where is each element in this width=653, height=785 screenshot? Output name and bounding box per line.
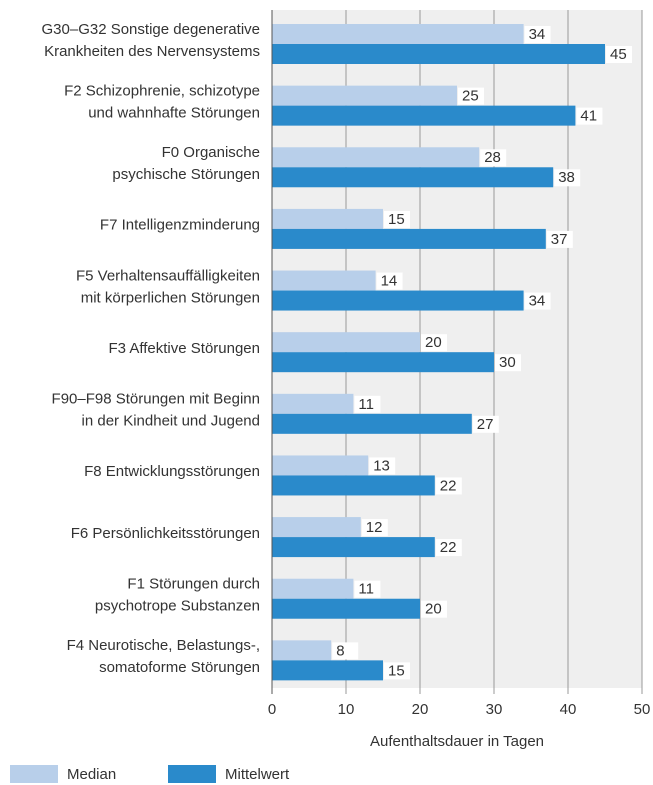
- data-label-background: [576, 107, 603, 125]
- data-label: 20: [425, 334, 442, 351]
- data-label: 14: [381, 273, 398, 290]
- data-label: 8: [336, 642, 344, 659]
- data-label: 34: [529, 26, 546, 43]
- x-tick-label: 30: [486, 701, 503, 718]
- bar: [272, 290, 524, 311]
- x-tick-label: 10: [338, 701, 355, 718]
- y-tick-label: F3 Affektive Störungen: [109, 340, 261, 357]
- data-label: 20: [425, 601, 442, 618]
- data-label-background: [384, 662, 410, 680]
- y-tick-label: in der Kindheit und Jugend: [82, 413, 260, 430]
- bar: [272, 598, 420, 619]
- bar: [272, 85, 457, 106]
- data-label: 27: [477, 416, 494, 433]
- y-tick-label: psychotrope Substanzen: [95, 598, 260, 615]
- data-label: 30: [499, 354, 516, 371]
- data-label: 37: [551, 231, 568, 248]
- y-tick-label: F0 Organische: [162, 144, 260, 161]
- data-label: 45: [610, 46, 627, 63]
- legend-label: Mittelwert: [225, 766, 290, 783]
- data-label: 25: [462, 88, 479, 105]
- data-label-background: [458, 87, 484, 105]
- bar: [272, 578, 354, 599]
- legend-swatch: [168, 765, 216, 783]
- bar: [272, 147, 480, 168]
- data-label: 15: [388, 211, 405, 228]
- y-tick-label: F4 Neurotische, Belastungs-,: [67, 637, 260, 654]
- bar: [272, 208, 383, 229]
- bar: [272, 352, 494, 373]
- data-label: 41: [580, 108, 597, 125]
- x-axis-label: Aufenthaltsdauer in Tagen: [370, 733, 544, 750]
- data-label-background: [472, 415, 499, 433]
- data-label: 22: [440, 539, 457, 556]
- bar: [272, 660, 383, 681]
- data-label-background: [546, 230, 573, 248]
- bar: [272, 393, 354, 414]
- data-label-background: [361, 519, 388, 537]
- legend-swatch: [10, 765, 58, 783]
- data-label-background: [369, 457, 396, 475]
- data-label: 11: [358, 396, 374, 413]
- y-tick-label: F8 Entwicklungsstörungen: [84, 463, 260, 480]
- x-tick-label: 20: [412, 701, 429, 718]
- data-label-background: [354, 580, 381, 598]
- x-tick-label: 50: [634, 701, 651, 718]
- data-label-background: [354, 395, 381, 413]
- data-label-background: [421, 600, 447, 618]
- y-tick-label: somatoforme Störungen: [99, 659, 260, 676]
- bar: [272, 640, 332, 661]
- y-tick-label: F2 Schizophrenie, schizotype: [64, 82, 260, 99]
- data-label-background: [421, 334, 447, 352]
- data-label: 22: [440, 477, 457, 494]
- data-label-background: [554, 169, 581, 187]
- y-tick-label: F6 Persönlichkeitsstörungen: [71, 525, 260, 542]
- data-label: 12: [366, 519, 383, 536]
- bar: [272, 413, 472, 434]
- bar: [272, 517, 361, 538]
- data-label: 34: [529, 293, 546, 310]
- data-label-background: [332, 642, 359, 660]
- data-label-background: [606, 46, 632, 63]
- bar: [272, 105, 576, 126]
- bar: [272, 24, 524, 44]
- bar: [272, 167, 554, 188]
- data-label-background: [495, 354, 521, 372]
- legend-label: Median: [67, 766, 116, 783]
- x-tick-label: 0: [268, 701, 276, 718]
- data-label-background: [480, 149, 507, 167]
- data-label-background: [435, 539, 462, 557]
- data-label-background: [376, 272, 403, 290]
- data-label-background: [435, 477, 462, 495]
- y-tick-label: F90–F98 Störungen mit Beginn: [52, 391, 260, 408]
- data-label-background: [384, 210, 410, 228]
- x-tick-label: 40: [560, 701, 577, 718]
- data-label: 11: [358, 581, 374, 598]
- data-label: 28: [484, 149, 501, 166]
- data-label-background: [524, 26, 551, 43]
- y-tick-label: G30–G32 Sonstige degenerative: [42, 21, 261, 38]
- bar: [272, 270, 376, 291]
- bar: [272, 228, 546, 249]
- data-label: 13: [373, 457, 390, 474]
- bar: [272, 475, 435, 496]
- y-tick-label: F1 Störungen durch: [127, 576, 260, 593]
- bar: [272, 44, 605, 64]
- y-tick-label: psychische Störungen: [112, 166, 260, 183]
- data-label: 15: [388, 662, 405, 679]
- y-tick-label: und wahnhafte Störungen: [88, 104, 260, 121]
- y-tick-label: F5 Verhaltensauffälligkeiten: [76, 267, 260, 284]
- bar: [272, 455, 369, 476]
- y-tick-label: F7 Intelligenzminderung: [100, 217, 260, 234]
- data-label-background: [524, 292, 551, 310]
- y-tick-label: Krankheiten des Nervensystems: [44, 43, 260, 60]
- data-label: 38: [558, 169, 575, 186]
- y-tick-label: mit körperlichen Störungen: [81, 289, 260, 306]
- bar: [272, 332, 420, 353]
- bar: [272, 537, 435, 558]
